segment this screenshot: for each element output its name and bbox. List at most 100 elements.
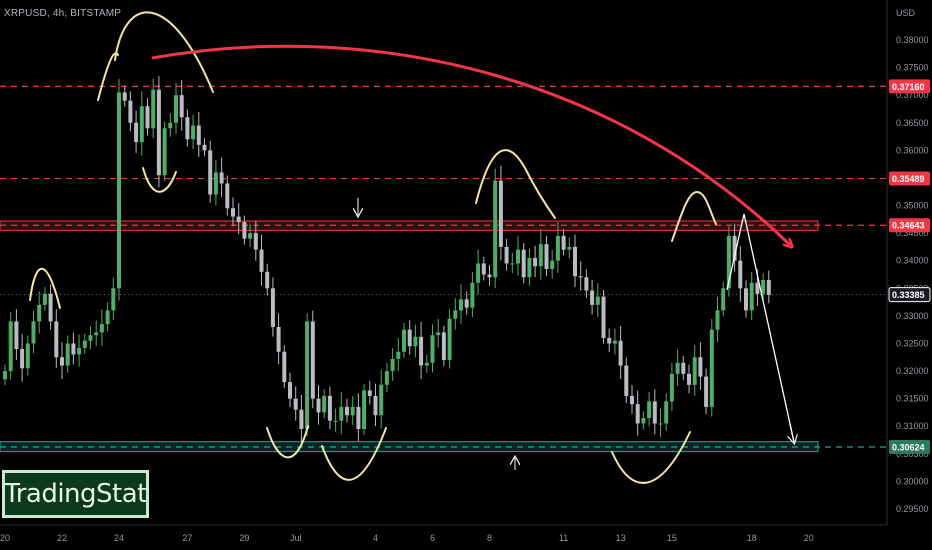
candle-body — [54, 321, 59, 358]
candle-body — [259, 249, 264, 272]
candle-body — [327, 395, 332, 421]
trough-arc-early-july — [142, 167, 177, 193]
candle-body — [373, 395, 378, 416]
price-badge-bg — [889, 218, 930, 233]
candle-body — [459, 299, 463, 311]
price-tick: 0.29500 — [896, 504, 929, 514]
projection-arrowhead — [790, 423, 794, 442]
candle-body — [396, 351, 401, 359]
price-tick: 0.36500 — [896, 118, 929, 128]
candle-body — [345, 406, 349, 416]
shoulder-arc-small-left — [29, 267, 61, 309]
candle-body — [441, 332, 446, 361]
candle-body — [521, 249, 526, 278]
candle-body — [498, 180, 503, 247]
candle-body — [282, 351, 287, 383]
tradingstat-logo: TradingStat — [2, 470, 149, 518]
candle-body — [25, 343, 30, 369]
candle-body — [134, 122, 139, 143]
price-tick: 0.37500 — [896, 63, 929, 73]
time-tick: 11 — [559, 533, 568, 543]
candle-body — [550, 260, 555, 269]
price-tick: 0.32000 — [896, 366, 929, 376]
candle-body — [567, 246, 572, 250]
candle-body — [664, 401, 669, 424]
time-tick: 20 — [804, 533, 814, 543]
candle-body — [322, 395, 327, 413]
candle-body — [687, 373, 691, 385]
candle-body — [339, 406, 344, 421]
candle-body — [766, 280, 771, 295]
candle-body — [185, 117, 190, 140]
candle-body — [20, 348, 25, 369]
candle-body — [156, 89, 161, 176]
candle-body — [601, 296, 606, 338]
candle-body — [48, 293, 53, 322]
price-tick: 0.34000 — [896, 256, 929, 266]
candle-body — [578, 276, 583, 278]
price-badge-text: 0.37160 — [892, 82, 925, 92]
candle-body — [755, 282, 760, 294]
candle-body — [122, 92, 127, 101]
candle-body — [681, 362, 686, 374]
projection-path — [726, 213, 795, 443]
candle-body — [37, 304, 42, 322]
price-badge-text: 0.35489 — [892, 174, 925, 184]
time-tick: 24 — [114, 533, 124, 543]
candle-body — [174, 95, 178, 123]
candle-body — [470, 282, 475, 308]
candle-body — [715, 310, 720, 330]
candle-body — [487, 274, 492, 278]
price-tick: 0.38000 — [896, 35, 929, 45]
head-pattern-arc-right — [671, 190, 717, 242]
candle-body — [476, 263, 481, 283]
candle-body — [561, 235, 566, 250]
candle-body — [196, 125, 201, 145]
candle-body — [231, 208, 235, 217]
candle-body — [464, 299, 469, 308]
candle-body — [698, 357, 703, 377]
candle-body — [635, 404, 640, 424]
candle-body — [704, 376, 709, 407]
time-tick: 6 — [430, 533, 435, 543]
candle-body — [293, 398, 298, 410]
time-tick: 8 — [487, 533, 492, 543]
candle-body — [630, 395, 634, 405]
candle-body — [305, 321, 310, 429]
time-tick: 29 — [239, 533, 249, 543]
price-badge-bg — [888, 287, 931, 303]
candle-body — [350, 406, 355, 416]
candle-body — [288, 382, 292, 399]
time-tick: Jul — [290, 533, 302, 543]
candle-body — [453, 310, 458, 319]
candle-body — [145, 106, 150, 129]
candle-body — [225, 183, 230, 209]
candle-body — [481, 263, 486, 275]
candle-body — [607, 337, 612, 344]
candle-body — [117, 92, 121, 289]
candle-body — [652, 401, 657, 424]
candle-body — [276, 326, 281, 352]
time-tick: 4 — [373, 533, 378, 543]
candle-body — [590, 290, 595, 305]
price-tick: 0.34500 — [896, 228, 929, 238]
candle-body — [14, 321, 19, 349]
candle-body — [362, 390, 367, 429]
candle-body — [447, 318, 452, 361]
price-badge-text: 0.33385 — [892, 290, 925, 300]
candle-body — [128, 100, 133, 123]
candle-body — [299, 409, 304, 429]
candle-body — [333, 420, 338, 422]
candle-body — [573, 246, 577, 277]
candle-body — [658, 423, 663, 425]
candle-body — [367, 390, 372, 396]
candle-body — [761, 280, 766, 294]
candle-body — [721, 288, 726, 311]
candle-body — [749, 282, 754, 311]
candle-body — [555, 235, 560, 261]
price-tick: 0.35000 — [896, 201, 929, 211]
candle-body — [65, 343, 70, 366]
head-pattern-arc-top — [114, 11, 214, 93]
